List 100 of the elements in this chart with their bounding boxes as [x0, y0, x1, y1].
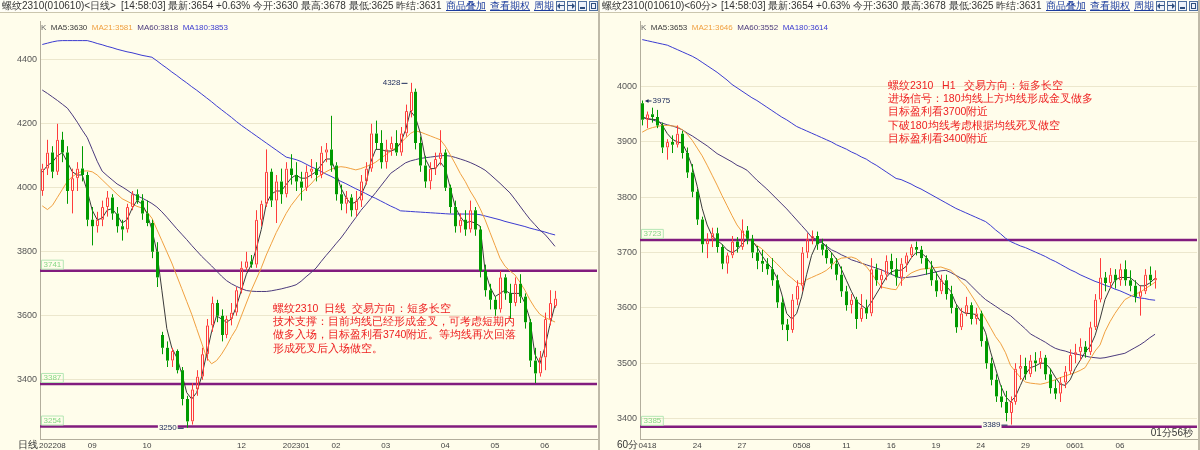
- candlestick: [935, 271, 938, 298]
- ref-line-label: 3387: [43, 373, 62, 383]
- candlestick: [965, 296, 968, 317]
- candlestick: [81, 145, 84, 182]
- ref-line-label: 3254: [43, 415, 62, 425]
- candlestick: [61, 131, 64, 163]
- text: MA5:3630: [50, 22, 88, 32]
- candlestick: [721, 243, 724, 270]
- candlestick: [454, 200, 457, 234]
- annotation: 螺纹2310 H1 交易方向：短多长空: [888, 78, 1064, 91]
- candlestick: [385, 139, 388, 170]
- chart-title: 螺纹2310(010610)<60分>: [602, 0, 718, 12]
- candlestick: [370, 123, 373, 173]
- x-tick-label: 24: [976, 441, 986, 450]
- candlestick: [1049, 368, 1052, 395]
- candlestick: [1000, 384, 1003, 408]
- candlestick: [1099, 257, 1102, 303]
- candlestick: [395, 129, 398, 157]
- candlestick: [255, 209, 258, 269]
- candlestick: [464, 209, 467, 237]
- x-tick-label: 27: [737, 441, 747, 450]
- candlestick: [845, 285, 848, 312]
- candlestick: [1139, 285, 1142, 317]
- candlestick: [776, 274, 779, 309]
- candlestick: [835, 257, 838, 281]
- candlestick: [469, 200, 472, 234]
- candlestick: [666, 138, 669, 161]
- legend-title: K: [41, 22, 47, 32]
- x-tick-label: 10: [142, 441, 152, 450]
- candlestick: [424, 155, 427, 189]
- candlestick: [641, 100, 644, 126]
- candlestick: [325, 142, 328, 163]
- candlestick: [141, 193, 144, 221]
- candlestick: [365, 161, 368, 186]
- text: 查看期权: [1090, 0, 1130, 12]
- candlestick: [355, 190, 358, 218]
- candlestick: [265, 148, 268, 208]
- candlestick: [950, 285, 953, 314]
- candlestick: [821, 238, 824, 256]
- text: MA180:3614: [782, 22, 829, 32]
- candlestick: [91, 206, 94, 246]
- candlestick: [181, 366, 184, 406]
- candlestick: [295, 161, 298, 192]
- candlestick: [1054, 379, 1057, 400]
- x-tick-label: 04: [440, 441, 451, 450]
- candlestick: [771, 257, 774, 287]
- candlestick: [656, 109, 659, 129]
- candlestick: [549, 289, 552, 326]
- candlestick: [945, 274, 948, 301]
- candlestick: [746, 225, 749, 245]
- annotation: 目标盈利看3700附近: [888, 105, 989, 118]
- y-tick-label: 3600: [616, 302, 637, 313]
- candlestick: [751, 234, 754, 259]
- candlestick: [161, 331, 164, 355]
- candlestick: [816, 231, 819, 251]
- candlestick: [360, 174, 363, 208]
- candlestick: [544, 312, 547, 371]
- candlestick: [419, 136, 422, 173]
- candlestick: [681, 130, 684, 160]
- candlestick: [741, 218, 744, 251]
- x-tick-label: 0508: [792, 441, 812, 450]
- candlestick: [186, 395, 189, 429]
- candlestick: [806, 232, 809, 259]
- text: MA60:3818: [137, 22, 179, 32]
- candlestick: [930, 260, 933, 287]
- candlestick: [990, 357, 993, 386]
- candlestick: [116, 206, 119, 234]
- candlestick: [280, 168, 283, 205]
- candlestick: [995, 373, 998, 403]
- candlestick: [1129, 269, 1132, 292]
- candlestick: [1074, 343, 1077, 364]
- annotation: 01分56秒: [1150, 426, 1193, 438]
- y-tick-label: 4000: [16, 182, 37, 193]
- candlestick: [539, 350, 542, 378]
- candlestick: [350, 193, 353, 218]
- candlestick: [131, 190, 134, 211]
- candlestick: [1079, 337, 1082, 361]
- candlestick: [335, 161, 338, 202]
- annotation: 3389: [982, 419, 1002, 429]
- candlestick: [1104, 271, 1107, 292]
- candlestick: [860, 293, 863, 323]
- candlestick: [71, 168, 74, 214]
- x-tick-label: 29: [1020, 441, 1031, 450]
- candlestick: [1014, 362, 1017, 406]
- candlestick: [290, 153, 293, 186]
- candlestick: [196, 369, 199, 397]
- candlestick: [676, 124, 679, 149]
- candlestick: [875, 263, 878, 287]
- text: 查看期权: [490, 0, 530, 12]
- text: MA21:3581: [91, 22, 134, 32]
- candlestick: [671, 134, 674, 154]
- candlestick: [811, 229, 814, 245]
- candlestick: [955, 304, 958, 334]
- candlestick: [980, 310, 983, 348]
- x-tick-label: 0418: [638, 441, 657, 450]
- candlestick: [686, 147, 689, 179]
- candlestick: [529, 318, 532, 368]
- candlestick: [206, 318, 209, 362]
- candlestick: [1124, 259, 1127, 287]
- x-tick-label: 03: [381, 441, 391, 450]
